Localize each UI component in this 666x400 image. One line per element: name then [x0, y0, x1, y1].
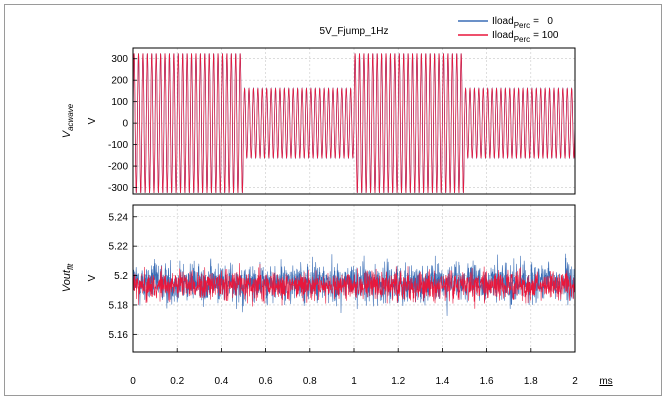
legend-entry-1: IloadPerc = 100: [492, 30, 559, 44]
xtick-label-2: 0.4: [214, 376, 228, 387]
top-yunit: V: [87, 117, 98, 124]
top-ytick-label-0: 300: [111, 54, 128, 65]
legend: IloadPerc = 0 IloadPerc = 100: [458, 16, 559, 44]
xtick-label-9: 1.8: [524, 376, 538, 387]
xtick-label-7: 1.4: [435, 376, 449, 387]
legend-label-0: Iload: [492, 16, 514, 27]
top-ytick-label-5: -200: [108, 162, 128, 173]
legend-sub-1: Perc: [514, 35, 530, 44]
bottom-ytick-label-2: 5.2: [114, 271, 128, 282]
bottom-ytick-label-4: 5.16: [109, 330, 129, 341]
top-ylabel: Vacwave: [61, 103, 75, 138]
legend-value-1: = 100: [533, 30, 559, 41]
top-ylabel-sub: acwave: [66, 103, 75, 131]
chart-title: 5V_Fjump_1Hz: [320, 26, 389, 37]
top-series-line-1: [132, 53, 576, 193]
x-axis-unit: ms: [599, 376, 612, 387]
panel-top: 300 200 100 0 -100 -200 -300 Vacwave V: [61, 47, 576, 195]
xtick-label-10: 2: [572, 376, 578, 387]
xtick-label-3: 0.6: [259, 376, 273, 387]
top-yticks: 300 200 100 0 -100 -200 -300: [108, 54, 137, 194]
bottom-series-line-1: [132, 262, 576, 309]
legend-entry-0: IloadPerc = 0: [492, 16, 553, 30]
top-ytick-label-4: -100: [108, 140, 128, 151]
xtick-label-4: 0.8: [303, 376, 317, 387]
top-axis-box: [132, 47, 576, 195]
panel-bottom: 5.24 5.22 5.2 5.18 5.16 0 0.2 0.4 0.6 0.8 1 1.2 1.4…: [61, 204, 613, 387]
bottom-ytick-label-0: 5.24: [109, 212, 129, 223]
legend-label-1: Iload: [492, 30, 514, 41]
legend-sub-0: Perc: [514, 21, 530, 30]
top-ytick-label-2: 100: [111, 97, 128, 108]
xtick-label-8: 1.6: [480, 376, 494, 387]
bottom-ylabel: Voutflt: [61, 263, 75, 292]
figure-frame: [4, 4, 662, 396]
top-ytick-label-3: 0: [122, 119, 128, 130]
bottom-ylabel-sub: flt: [66, 263, 75, 270]
bottom-yunit: V: [87, 274, 98, 281]
top-ytick-label-1: 200: [111, 76, 128, 87]
top-ytick-label-6: -300: [108, 183, 128, 194]
bottom-ytick-label-1: 5.22: [109, 242, 129, 253]
bottom-yticks: 5.24 5.22 5.2 5.18 5.16: [109, 212, 137, 341]
bottom-axis-box: [132, 204, 576, 353]
xtick-label-0: 0: [130, 376, 136, 387]
bottom-ylabel-main: Vout: [61, 269, 73, 292]
legend-value-0: = 0: [533, 16, 553, 27]
xtick-label-5: 1: [351, 376, 357, 387]
top-ylabel-main: V: [61, 129, 73, 138]
xtick-label-1: 0.2: [170, 376, 184, 387]
bottom-series: [132, 253, 576, 316]
bottom-xticks: 0 0.2 0.4 0.6 0.8 1 1.2 1.4 1.6 1.8 2: [130, 348, 578, 387]
top-series: [132, 53, 576, 193]
bottom-ytick-label-3: 5.18: [109, 300, 129, 311]
xtick-label-6: 1.2: [391, 376, 405, 387]
